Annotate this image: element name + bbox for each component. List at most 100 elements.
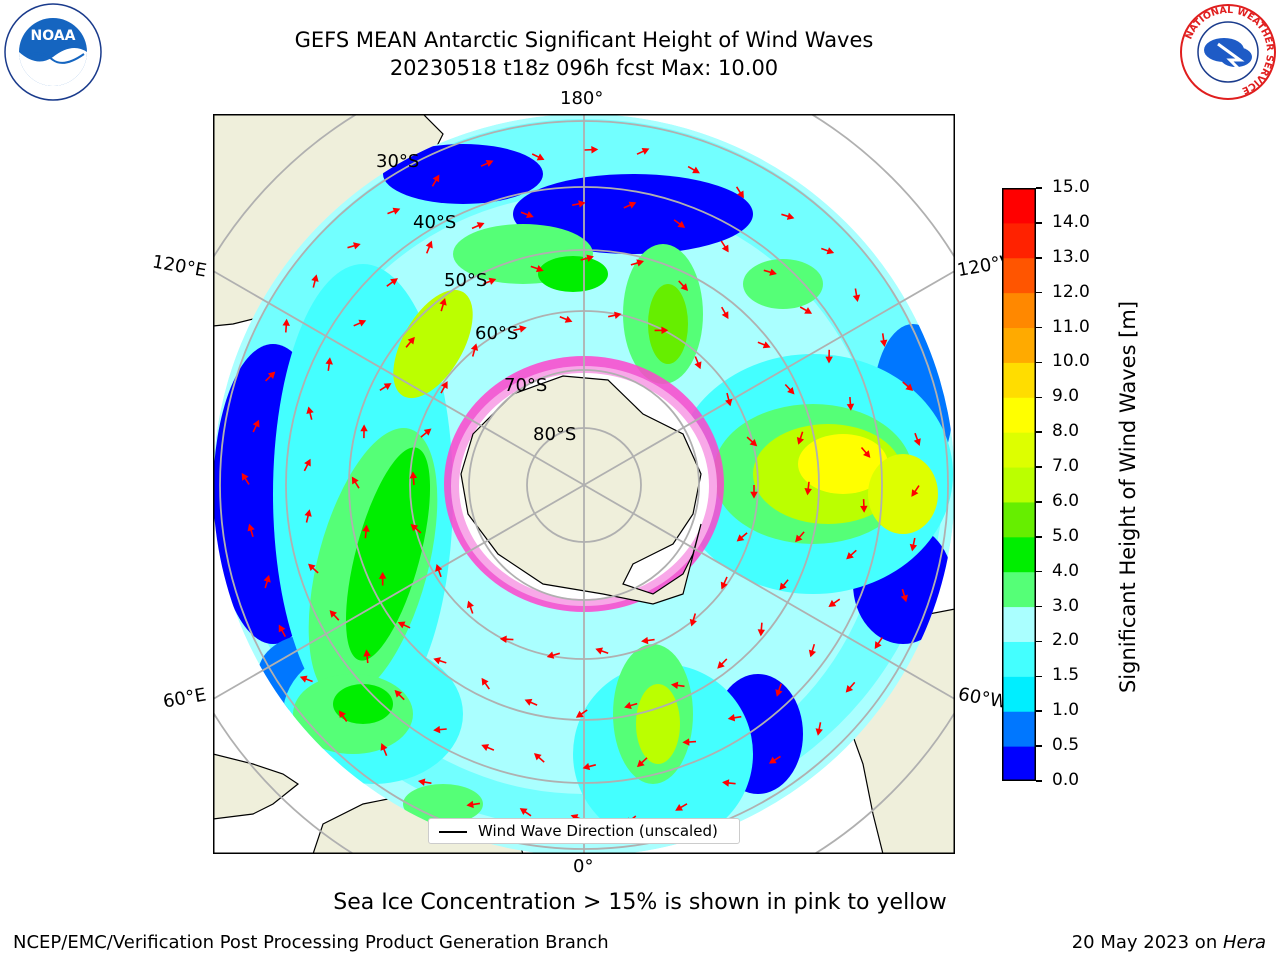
colorbar-tick-label: 5.0 bbox=[1052, 525, 1080, 546]
colorbar-tick-label: 15.0 bbox=[1052, 177, 1090, 197]
wave-arrow-head bbox=[546, 651, 555, 659]
wave-arrow-head bbox=[845, 685, 854, 693]
footer-date: 20 May 2023 on Hera bbox=[1072, 932, 1266, 953]
wave-arrow-head bbox=[308, 563, 316, 572]
lat-label-30s: 30°S bbox=[376, 151, 420, 172]
wave-arrow-head bbox=[911, 489, 919, 497]
wave-arrow-head bbox=[661, 326, 669, 335]
colorbar-tick-label: 1.5 bbox=[1052, 665, 1080, 686]
wave-arrow-head bbox=[470, 343, 479, 351]
map-frame bbox=[213, 114, 955, 854]
wave-arrow-head bbox=[488, 277, 497, 285]
colorbar-tick-label: 2.0 bbox=[1052, 630, 1080, 651]
lat-label-70s: 70°S bbox=[504, 375, 548, 396]
colorbar-tick-label: 13.0 bbox=[1052, 246, 1090, 267]
wave-arrow-head bbox=[409, 471, 418, 479]
wave-arrow-head bbox=[826, 247, 835, 255]
colorbar-tick-label: 10.0 bbox=[1052, 351, 1090, 372]
colorbar-segment bbox=[1002, 746, 1036, 781]
wave-arrow-head bbox=[628, 201, 637, 209]
wave-arrow-head bbox=[282, 318, 290, 326]
wave-arrow-head bbox=[466, 600, 474, 609]
colorbar-segment bbox=[1002, 257, 1036, 294]
wave-arrow-head bbox=[769, 268, 777, 276]
footer-host: Hera bbox=[1222, 932, 1266, 953]
wave-arrow-head bbox=[682, 738, 690, 746]
wave-arrow-head bbox=[423, 428, 432, 436]
wave-arrow-head bbox=[425, 240, 433, 249]
wave-arrow-head bbox=[768, 756, 777, 764]
lon-label-180: 180° bbox=[560, 88, 604, 109]
wave-arrow-head bbox=[874, 641, 882, 649]
wave-arrow-head bbox=[591, 145, 599, 154]
wave-arrow-head bbox=[499, 635, 507, 644]
land-antarctica bbox=[460, 375, 702, 605]
colorbar-tick-mark bbox=[1036, 745, 1042, 747]
wave-arrow-head bbox=[852, 294, 861, 303]
wave-arrow-head bbox=[476, 222, 485, 230]
wave-arrow-head bbox=[828, 599, 837, 607]
wave-arrow-head bbox=[804, 488, 812, 496]
colorbar-tick-mark bbox=[1036, 536, 1042, 538]
wave-arrow-head bbox=[670, 681, 679, 690]
wave-arrow-head bbox=[390, 278, 398, 286]
wave-arrow-head bbox=[750, 491, 758, 499]
wave-arrow-head bbox=[825, 356, 833, 364]
wave-arrow-head bbox=[815, 728, 823, 736]
wave-arrow-head bbox=[722, 779, 730, 787]
footer-credit: NCEP/EMC/Verification Post Processing Pr… bbox=[13, 932, 609, 953]
legend-entry: Wind Wave Direction (unscaled) bbox=[478, 822, 718, 840]
colorbar-tick-mark bbox=[1036, 361, 1042, 364]
colorbar-segment bbox=[1002, 467, 1036, 503]
wave-arrow-head bbox=[410, 524, 419, 532]
colorbar bbox=[1002, 188, 1036, 781]
lon-label-0: 0° bbox=[573, 856, 594, 877]
lat-label-40s: 40°S bbox=[413, 212, 457, 233]
wave-arrow-head bbox=[360, 424, 368, 432]
nws-logo: NATIONAL WEATHER SERVICE bbox=[1180, 4, 1276, 100]
wave-arrow-head bbox=[263, 574, 271, 583]
colorbar-segment bbox=[1002, 292, 1036, 329]
wave-arrow-head bbox=[433, 657, 441, 665]
wave-arrow-head bbox=[417, 778, 426, 786]
wave-arrow-head bbox=[717, 661, 725, 669]
colorbar-tick-mark bbox=[1036, 187, 1042, 189]
wave-direction-arrows bbox=[241, 145, 921, 825]
map-legend: Wind Wave Direction (unscaled) bbox=[428, 818, 740, 844]
wave-arrow-head bbox=[267, 371, 276, 379]
colorbar-tick-mark bbox=[1036, 291, 1042, 294]
noaa-logo-text: NOAA bbox=[31, 28, 76, 44]
wave-arrow-head bbox=[720, 581, 728, 590]
wave-arrow-head bbox=[727, 714, 736, 722]
wave-arrow-head bbox=[392, 207, 401, 215]
wave-arrow-head bbox=[378, 571, 387, 579]
wave-arrow-head bbox=[721, 244, 729, 253]
colorbar-tick-mark bbox=[1036, 466, 1042, 468]
wave-arrow-head bbox=[241, 472, 249, 481]
wave-arrow-head bbox=[533, 753, 542, 761]
colorbar-tick-label: 3.0 bbox=[1052, 595, 1080, 616]
wave-arrow-head bbox=[692, 166, 700, 174]
colorbar-tick-mark bbox=[1036, 640, 1042, 643]
wave-arrow-head bbox=[641, 148, 650, 155]
colorbar-segment bbox=[1002, 397, 1036, 433]
wave-arrow-head bbox=[595, 647, 604, 655]
wave-arrow-head bbox=[787, 387, 795, 395]
lon-label-60e: 60°E bbox=[161, 684, 208, 713]
wave-arrow-head bbox=[394, 690, 403, 698]
wave-arrow-head bbox=[481, 677, 489, 686]
wave-arrow-head bbox=[786, 212, 795, 220]
sea-ice-note: Sea Ice Concentration > 15% is shown in … bbox=[333, 890, 947, 915]
wave-arrow-head bbox=[582, 762, 591, 771]
wave-arrow-head bbox=[325, 357, 333, 365]
colorbar-tick-mark bbox=[1036, 780, 1042, 782]
wave-arrow-head bbox=[578, 200, 586, 208]
lon-label-120e: 120°E bbox=[150, 251, 209, 282]
chart-subtitle: 20230518 t18z 096h fcst Max: 10.00 bbox=[389, 56, 779, 80]
wave-arrow-head bbox=[363, 649, 371, 657]
wave-arrow-head bbox=[526, 211, 534, 219]
colorbar-segment bbox=[1002, 222, 1036, 259]
wave-arrow-head bbox=[846, 403, 855, 411]
wave-arrow-head bbox=[804, 307, 813, 314]
wave-arrow-head bbox=[795, 534, 803, 543]
